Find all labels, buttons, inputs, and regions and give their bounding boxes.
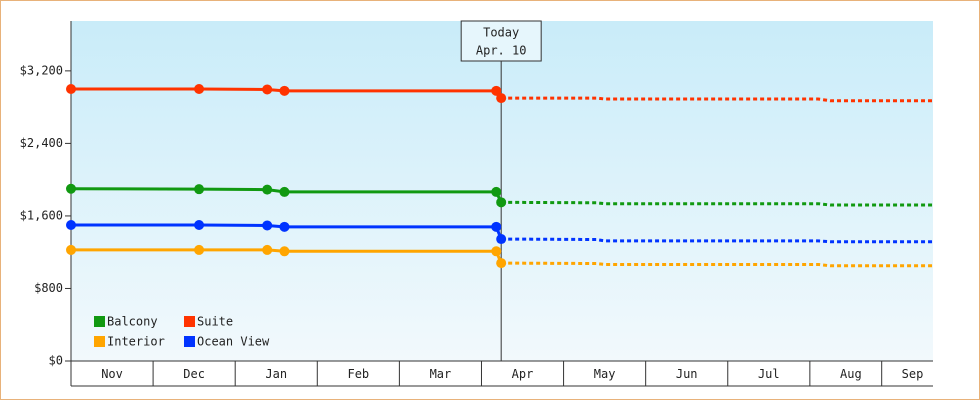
forecast-line <box>501 200 933 207</box>
point <box>279 85 290 96</box>
x-tick-label: Nov <box>101 367 123 381</box>
point <box>194 184 205 195</box>
y-tick-label: $3,200 <box>20 63 63 77</box>
legend-label: Balcony <box>107 315 158 329</box>
legend-swatch <box>94 316 105 327</box>
point <box>262 244 273 255</box>
point <box>491 221 502 232</box>
legend-swatch <box>94 336 105 347</box>
point <box>262 184 273 195</box>
point <box>262 220 273 231</box>
today-label: Today <box>483 26 519 40</box>
forecast-line <box>501 96 933 103</box>
x-tick-label: Jan <box>265 367 287 381</box>
point <box>496 234 507 245</box>
today-box <box>460 20 542 62</box>
y-tick-label: $0 <box>49 354 63 368</box>
point <box>491 246 502 257</box>
x-tick-label: Sep <box>902 367 924 381</box>
legend-swatch <box>184 336 195 347</box>
forecast-line <box>501 237 933 244</box>
x-tick-label: Dec <box>183 367 205 381</box>
point <box>496 258 507 269</box>
point <box>66 84 76 94</box>
legend-label: Interior <box>107 335 165 349</box>
point <box>66 244 76 255</box>
plot-area <box>71 21 933 361</box>
point <box>491 186 502 197</box>
forecast-line <box>501 261 933 268</box>
y-tick-label: $2,400 <box>20 136 63 150</box>
y-tick-label: $1,600 <box>20 208 63 222</box>
x-tick-label: Apr <box>512 367 534 381</box>
x-tick-label: Mar <box>430 367 452 381</box>
x-tick-label: Jul <box>758 367 780 381</box>
point <box>66 183 76 194</box>
point <box>491 85 502 96</box>
point <box>194 220 205 230</box>
y-tick-label: $800 <box>34 281 63 295</box>
point <box>279 246 290 257</box>
point <box>194 84 205 94</box>
legend-label: Suite <box>197 315 233 329</box>
point <box>279 186 290 197</box>
point <box>279 221 290 232</box>
x-tick-label: May <box>594 367 616 381</box>
point <box>496 93 507 104</box>
x-tick-label: Jun <box>676 367 698 381</box>
legend-label: Ocean View <box>197 335 270 349</box>
today-date: Apr. 10 <box>476 44 527 58</box>
x-tick-label: Aug <box>840 367 862 381</box>
point <box>194 244 205 255</box>
x-tick-label: Feb <box>347 367 369 381</box>
legend-swatch <box>184 316 195 327</box>
point <box>496 197 507 208</box>
point <box>262 84 273 95</box>
point <box>66 220 76 230</box>
